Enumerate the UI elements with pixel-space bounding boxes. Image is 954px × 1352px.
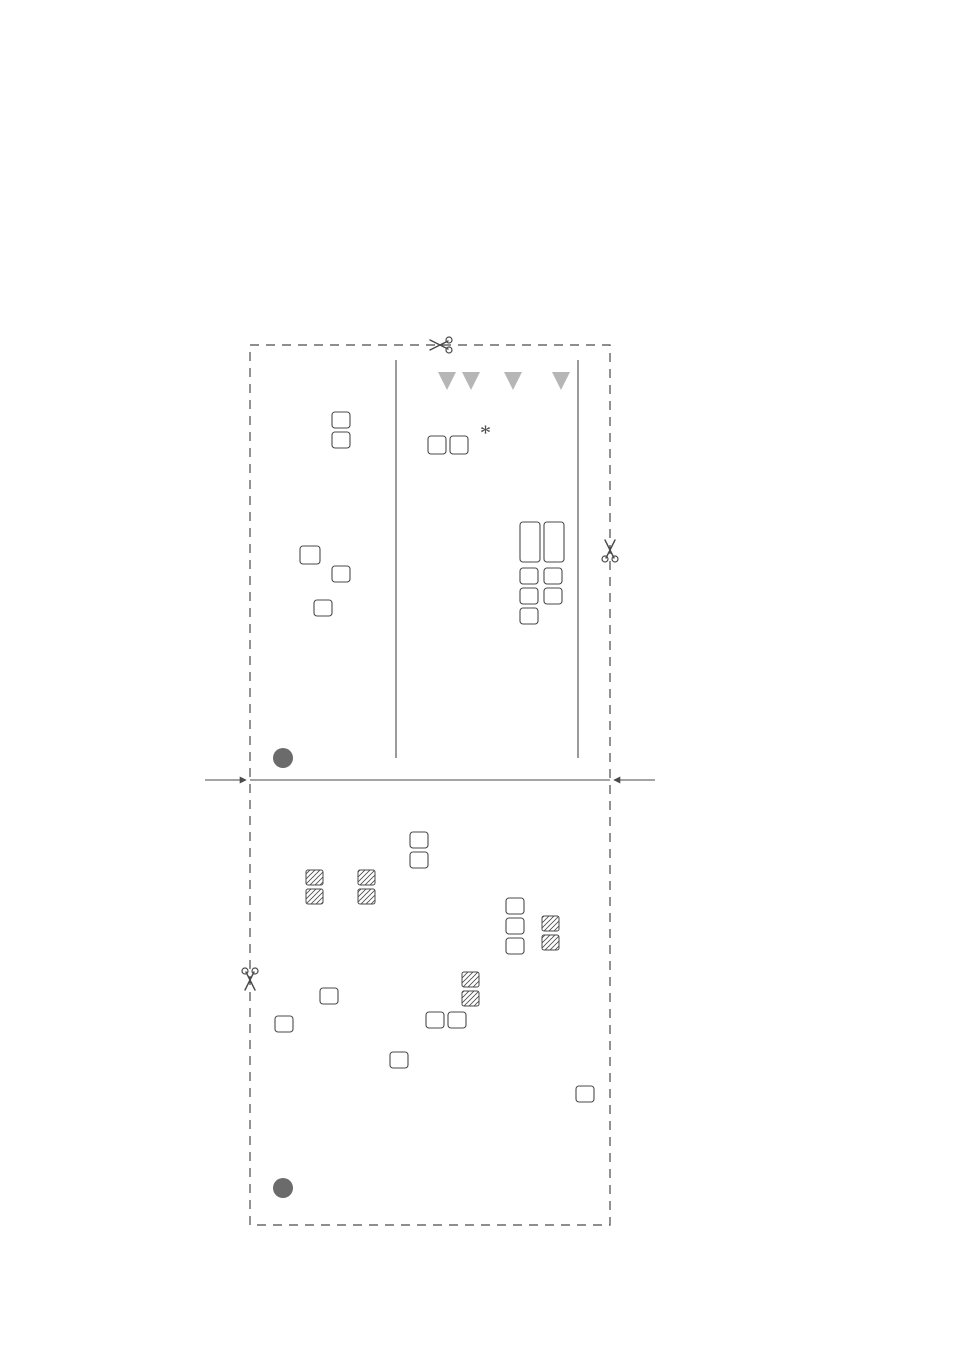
box-marker (428, 436, 446, 454)
box-marker (410, 852, 428, 868)
box-marker (506, 898, 524, 914)
hatched-box-marker (358, 889, 375, 904)
box-marker (450, 436, 468, 454)
hatched-box-marker (462, 972, 479, 987)
hatched-box-marker (306, 870, 323, 885)
dot-marker (273, 1178, 293, 1198)
hatched-box-marker (358, 870, 375, 885)
scissors-icon (602, 540, 618, 562)
triangle-marker (462, 372, 480, 390)
box-marker (576, 1086, 594, 1102)
box-marker (275, 1016, 293, 1032)
cut-outline (250, 345, 610, 1225)
box-marker (520, 608, 538, 624)
diagram-canvas: * (0, 0, 954, 1352)
asterisk-marker: * (480, 420, 491, 445)
triangle-marker (504, 372, 522, 390)
box-marker (448, 1012, 466, 1028)
hatched-box-marker (542, 916, 559, 931)
hatched-box-marker (306, 889, 323, 904)
box-marker (390, 1052, 408, 1068)
box-marker (520, 588, 538, 604)
hatched-box-marker (462, 991, 479, 1006)
box-marker (520, 522, 540, 562)
box-marker (332, 566, 350, 582)
box-marker (300, 546, 320, 564)
scissors-icon (242, 968, 258, 990)
box-marker (332, 412, 350, 428)
box-marker (332, 432, 350, 448)
box-marker (506, 918, 524, 934)
box-marker (426, 1012, 444, 1028)
box-marker (506, 938, 524, 954)
box-marker (544, 522, 564, 562)
triangle-marker (552, 372, 570, 390)
box-marker (544, 588, 562, 604)
box-marker (544, 568, 562, 584)
hatched-box-marker (542, 935, 559, 950)
box-marker (410, 832, 428, 848)
box-marker (320, 988, 338, 1004)
dot-marker (273, 748, 293, 768)
triangle-marker (438, 372, 456, 390)
box-marker (314, 600, 332, 616)
box-marker (520, 568, 538, 584)
